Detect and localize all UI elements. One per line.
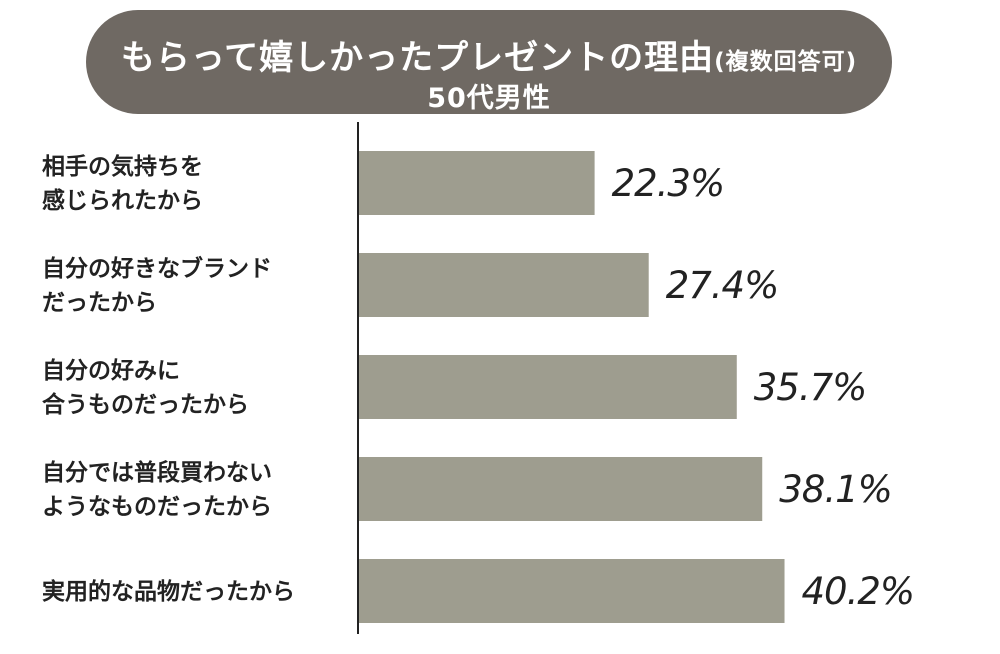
bar [358, 355, 737, 419]
value-label: 27.4% [666, 264, 779, 307]
bar [358, 253, 649, 317]
chart-title-suffix: (複数回答可) [714, 49, 858, 75]
category-label: だったから [42, 290, 157, 316]
value-label: 35.7% [754, 366, 867, 409]
chart-title-line: もらって嬉しかったプレゼントの理由(複数回答可) [86, 30, 892, 79]
chart-subtitle: 50代男性 [427, 83, 551, 114]
category-label: 実用的な品物だったから [42, 578, 295, 605]
category-label: 自分の好みに [42, 357, 180, 384]
bar [358, 151, 595, 215]
bar [358, 559, 785, 623]
value-label: 40.2% [802, 570, 915, 613]
category-label: ようなものだったから [42, 494, 272, 520]
category-label: 合うものだったから [42, 391, 249, 418]
bar [358, 457, 763, 521]
chart-title: もらって嬉しかったプレゼントの理由 [120, 38, 715, 78]
value-label: 22.3% [612, 162, 725, 205]
value-label: 38.1% [779, 468, 892, 511]
category-label: 相手の気持ちを [42, 153, 203, 180]
category-label: 自分では普段買わない [42, 459, 272, 486]
category-label: 自分の好きなブランド [42, 255, 272, 282]
category-label: 感じられたから [42, 187, 203, 214]
title-banner: もらって嬉しかったプレゼントの理由(複数回答可) 50代男性 [86, 10, 892, 114]
